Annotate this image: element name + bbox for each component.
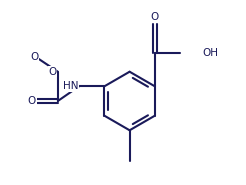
Text: O: O (31, 52, 39, 62)
Text: O: O (48, 67, 56, 77)
Text: HN: HN (62, 81, 78, 91)
Text: OH: OH (202, 48, 218, 58)
Text: O: O (28, 96, 36, 106)
Text: O: O (151, 12, 159, 22)
